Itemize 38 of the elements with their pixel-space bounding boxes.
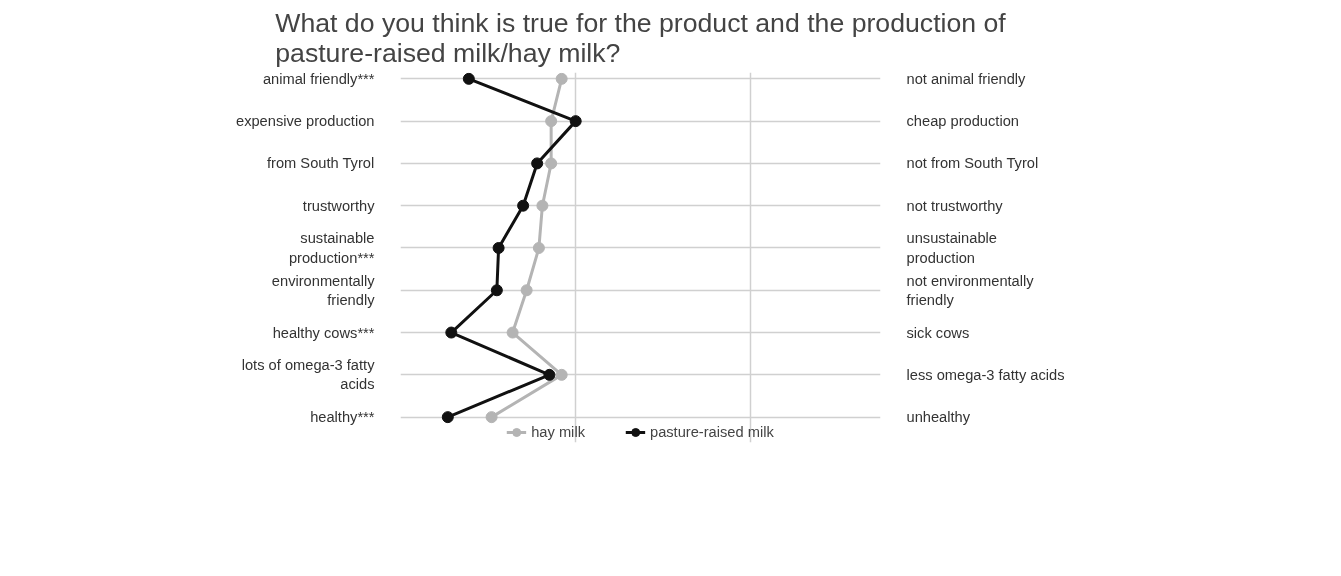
point [506, 326, 519, 339]
y2-tick-label: sick cows [906, 324, 970, 341]
y2-tick-label: not animal friendly [906, 70, 1027, 87]
y2-tick-label: unhealthy [906, 409, 971, 426]
point [520, 284, 533, 297]
y-tick-label: healthy cows*** [272, 324, 375, 341]
y2-tick-label: not environmentally friendly [906, 272, 1035, 308]
point [532, 242, 545, 254]
y-tick-label: lots of omega-3 fatty acids [241, 357, 376, 393]
point [536, 199, 549, 212]
point [545, 115, 558, 128]
point [545, 157, 558, 170]
point [543, 368, 556, 381]
y2-tick-label: not trustworthy [906, 197, 1004, 214]
y-tick-label: trustworthy [302, 197, 376, 214]
point [492, 242, 505, 254]
y-tick-label: sustainable production*** [288, 230, 375, 266]
point [555, 72, 568, 85]
y2-tick-label: less omega-3 fatty acids [906, 366, 1065, 383]
point [490, 284, 503, 297]
point [462, 72, 475, 85]
point [485, 411, 498, 424]
y2-tick-label: not from South Tyrol [906, 155, 1039, 172]
text: What do you think is true for the product and the production of pasture-raised milk/hay milk? [275, 7, 1007, 68]
point [555, 368, 568, 381]
y-tick-label: expensive production [235, 113, 375, 130]
y-tick-label: from South Tyrol [266, 155, 375, 172]
y-tick-label: environmentally friendly [271, 272, 376, 308]
point [441, 411, 454, 424]
legend-label: pasture-raised milk [649, 424, 774, 440]
y-tick-label: animal friendly*** [262, 70, 375, 87]
point [569, 115, 582, 128]
point [445, 326, 458, 339]
y2-tick-label: cheap production [906, 113, 1019, 130]
legend-label: hay milk [531, 424, 585, 440]
point [531, 157, 544, 170]
point [517, 199, 530, 212]
y-tick-label: healthy*** [310, 409, 375, 426]
